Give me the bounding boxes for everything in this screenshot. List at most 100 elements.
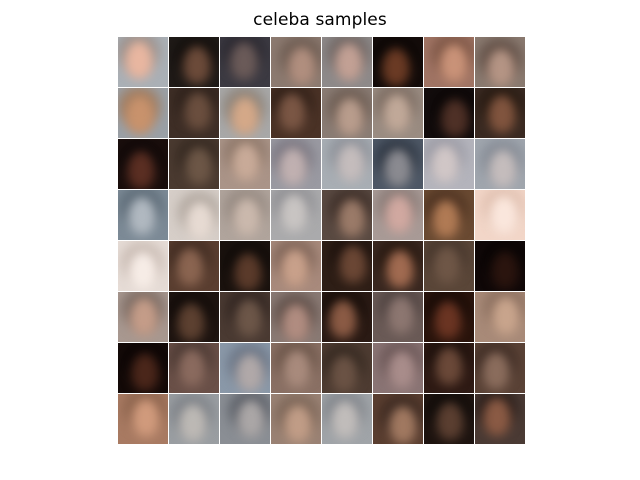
sample-image [220, 241, 270, 291]
sample-face-region [234, 253, 262, 291]
sample-face-region [492, 297, 520, 335]
sample-face-region [489, 150, 517, 188]
sample-face-region [441, 99, 469, 137]
sample-face-region [386, 250, 414, 288]
sample-face-region [488, 95, 516, 133]
sample-face-region [232, 143, 260, 181]
sample-image [475, 139, 525, 189]
sample-face-region [280, 194, 308, 232]
sample-image [322, 139, 372, 189]
sample-face-region [129, 252, 157, 290]
sample-face-region [385, 195, 413, 233]
sample-image [424, 139, 474, 189]
sample-grid [118, 37, 525, 444]
sample-image [118, 394, 168, 444]
sample-image [475, 190, 525, 240]
sample-face-region [435, 347, 463, 385]
sample-face-region [387, 296, 415, 334]
sample-image [373, 190, 423, 240]
sample-image [118, 139, 168, 189]
sample-face-region [487, 49, 515, 87]
sample-face-region [237, 400, 265, 438]
sample-image [373, 343, 423, 393]
sample-image [373, 241, 423, 291]
sample-image [424, 190, 474, 240]
sample-image [220, 190, 270, 240]
sample-image [271, 139, 321, 189]
sample-image [271, 292, 321, 342]
sample-face-region [131, 353, 159, 391]
sample-image [220, 139, 270, 189]
sample-image [475, 37, 525, 87]
sample-face-region [434, 301, 462, 339]
sample-face-region [186, 202, 214, 240]
sample-image [373, 292, 423, 342]
sample-face-region [231, 97, 259, 135]
sample-face-region [279, 148, 307, 186]
sample-image [169, 88, 219, 138]
sample-image [475, 88, 525, 138]
sample-face-region [179, 404, 207, 442]
sample-face-region [235, 299, 263, 337]
sample-image [424, 394, 474, 444]
sample-image [220, 292, 270, 342]
sample-face-region [382, 48, 410, 86]
sample-image [424, 292, 474, 342]
sample-image [424, 241, 474, 291]
sample-image [118, 190, 168, 240]
sample-image [475, 292, 525, 342]
sample-image [373, 37, 423, 87]
sample-image [169, 394, 219, 444]
sample-image [271, 88, 321, 138]
sample-image [424, 37, 474, 87]
sample-face-region [278, 93, 306, 131]
sample-image [271, 37, 321, 87]
sample-face-region [329, 300, 357, 338]
sample-face-region [383, 94, 411, 132]
sample-face-region [490, 196, 518, 234]
sample-image [118, 241, 168, 291]
sample-image [373, 394, 423, 444]
sample-image [118, 88, 168, 138]
sample-image [220, 343, 270, 393]
sample-face-region [482, 352, 510, 390]
sample-image [322, 190, 372, 240]
sample-image [322, 88, 372, 138]
sample-image [322, 343, 372, 393]
sample-face-region [431, 145, 459, 183]
sample-image [424, 88, 474, 138]
sample-face-region [127, 151, 155, 189]
sample-face-region [335, 43, 363, 81]
sample-face-region [282, 304, 310, 342]
sample-image [169, 139, 219, 189]
sample-image [424, 343, 474, 393]
sample-face-region [183, 46, 211, 84]
sample-image [475, 394, 525, 444]
sample-face-region [125, 41, 153, 79]
sample-face-region [440, 44, 468, 82]
sample-face-region [128, 197, 156, 235]
sample-image [169, 241, 219, 291]
sample-image [373, 88, 423, 138]
sample-image [169, 292, 219, 342]
sample-face-region [339, 245, 367, 283]
sample-face-region [337, 144, 365, 182]
sample-image [322, 292, 372, 342]
sample-image [118, 292, 168, 342]
sample-face-region [132, 399, 160, 437]
sample-image [373, 139, 423, 189]
sample-face-region [331, 401, 359, 439]
sample-face-region [384, 149, 412, 187]
sample-face-region [330, 355, 358, 393]
sample-image [271, 343, 321, 393]
sample-image [220, 88, 270, 138]
sample-image [169, 343, 219, 393]
sample-face-region [432, 200, 460, 238]
sample-image [220, 37, 270, 87]
sample-image [169, 37, 219, 87]
sample-image [475, 343, 525, 393]
figure-title: celeba samples [253, 10, 387, 30]
sample-face-region [284, 405, 312, 443]
sample-image [169, 190, 219, 240]
sample-face-region [236, 354, 264, 392]
